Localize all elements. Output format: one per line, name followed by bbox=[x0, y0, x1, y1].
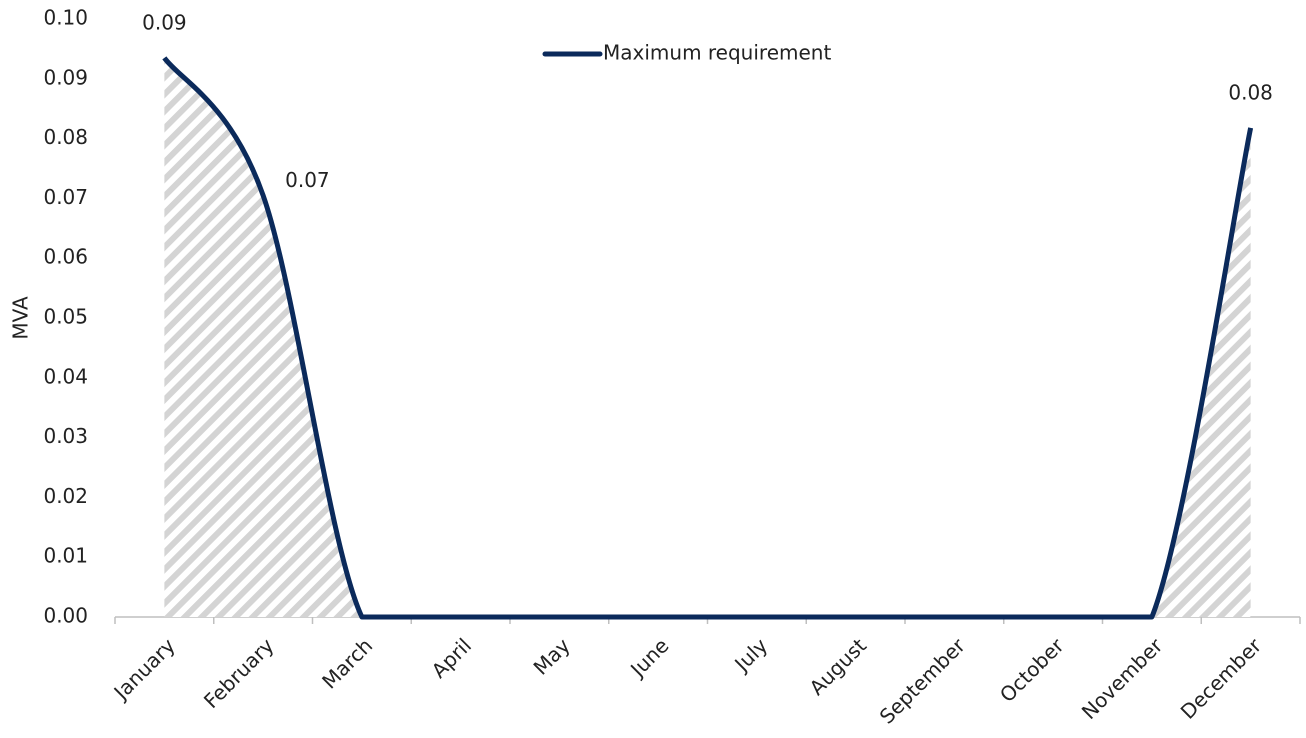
y-axis-label: MVA bbox=[9, 296, 33, 340]
x-tick-label: March bbox=[317, 633, 377, 693]
legend-label: Maximum requirement bbox=[603, 41, 831, 65]
data-label: 0.08 bbox=[1228, 80, 1273, 104]
x-tick-label: November bbox=[1077, 633, 1168, 724]
x-tick-label: May bbox=[529, 633, 575, 679]
y-tick-label: 0.05 bbox=[43, 305, 88, 329]
x-tick-label: July bbox=[728, 633, 772, 677]
y-tick-label: 0.10 bbox=[43, 6, 88, 30]
data-label: 0.09 bbox=[142, 10, 187, 34]
line bbox=[162, 56, 1254, 620]
x-tick-label: August bbox=[805, 633, 872, 700]
y-tick-label: 0.06 bbox=[43, 245, 88, 269]
y-tick-label: 0.04 bbox=[43, 364, 88, 388]
y-tick-label: 0.00 bbox=[43, 604, 88, 628]
x-tick-label: April bbox=[427, 633, 476, 682]
y-tick-label: 0.02 bbox=[43, 484, 88, 508]
area bbox=[164, 57, 1251, 618]
y-tick-label: 0.07 bbox=[43, 185, 88, 209]
x-tick-label: September bbox=[875, 633, 971, 729]
y-tick-label: 0.03 bbox=[43, 424, 88, 448]
x-tick-label: October bbox=[995, 633, 1069, 707]
x-tick-label: December bbox=[1176, 633, 1267, 724]
y-tick-label: 0.08 bbox=[43, 125, 88, 149]
x-tick-label: June bbox=[624, 633, 673, 682]
data-label: 0.07 bbox=[285, 168, 330, 192]
y-tick-label: 0.09 bbox=[43, 65, 88, 89]
x-tick-label: February bbox=[199, 633, 279, 713]
y-tick-label: 0.01 bbox=[43, 544, 88, 568]
x-tick-label: January bbox=[108, 633, 180, 705]
